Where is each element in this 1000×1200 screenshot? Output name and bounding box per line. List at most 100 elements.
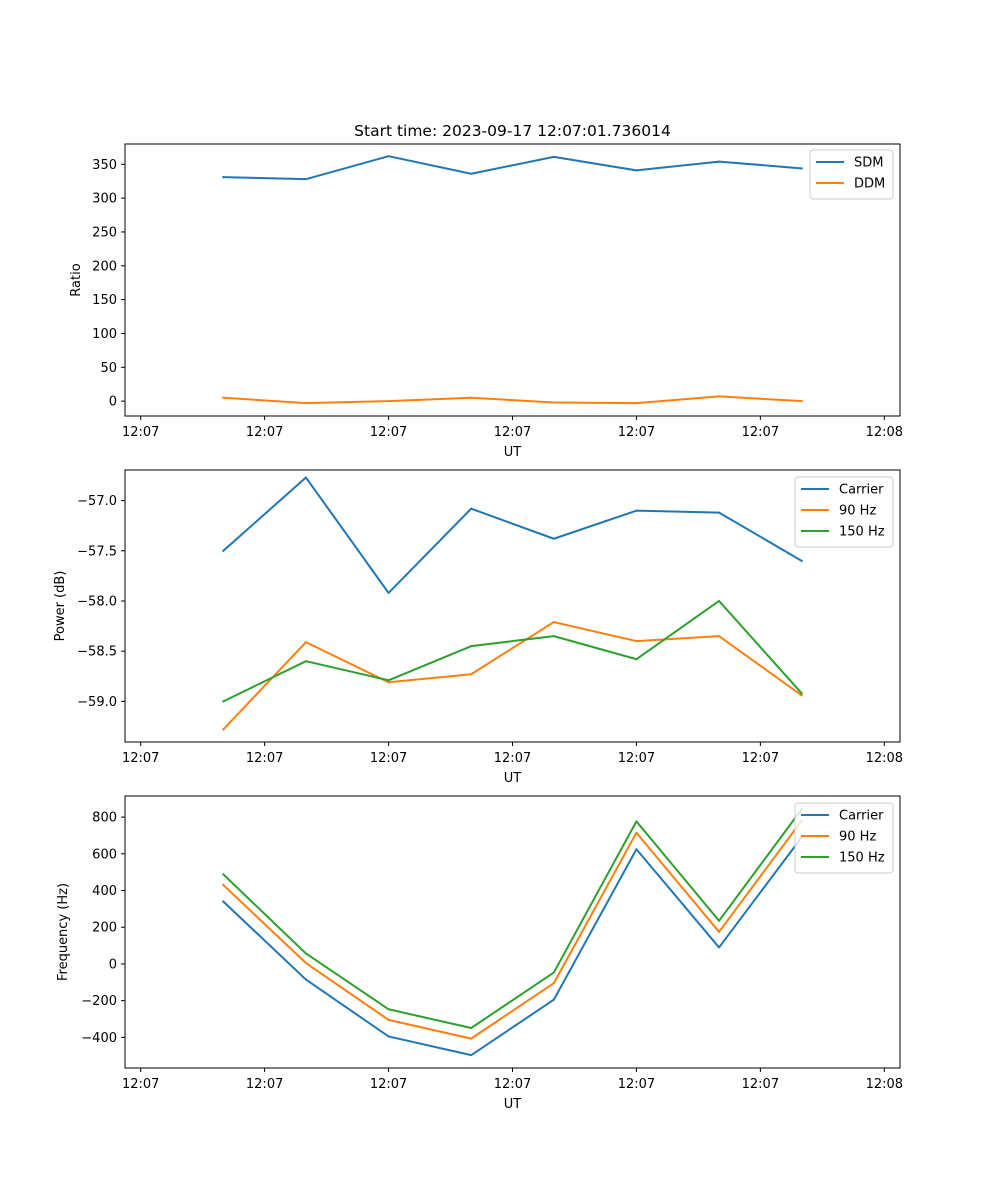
y-axis-label: Frequency (Hz) xyxy=(56,883,71,981)
data-point xyxy=(635,658,638,661)
x-tick-label: 12:07 xyxy=(370,1077,407,1092)
legend-label: Carrier xyxy=(839,809,884,824)
data-point xyxy=(552,155,555,158)
y-tick-label: 350 xyxy=(92,158,117,173)
x-tick-label: 12:07 xyxy=(494,425,531,440)
legend-label: SDM xyxy=(854,156,883,171)
y-tick-label: 200 xyxy=(92,921,117,936)
data-point xyxy=(635,831,638,834)
y-tick-label: −200 xyxy=(81,994,117,1009)
data-point xyxy=(470,645,473,648)
legend-box xyxy=(794,476,894,548)
y-tick-label: 0 xyxy=(109,957,117,972)
data-point xyxy=(387,155,390,158)
data-point xyxy=(304,952,307,955)
data-point xyxy=(304,178,307,181)
x-tick-label: 12:08 xyxy=(866,751,903,766)
series-line-90-hz xyxy=(221,819,804,1040)
data-point xyxy=(387,1018,390,1021)
x-tick-label: 12:07 xyxy=(618,1077,655,1092)
data-point xyxy=(800,694,803,697)
data-point xyxy=(304,660,307,663)
data-point xyxy=(387,400,390,403)
y-tick-label: 0 xyxy=(109,395,117,410)
data-point xyxy=(304,402,307,405)
data-point xyxy=(387,591,390,594)
data-point xyxy=(718,635,721,638)
y-tick-label: −57.0 xyxy=(77,494,117,509)
x-tick-label: 12:07 xyxy=(494,751,531,766)
legend-box xyxy=(794,802,894,874)
x-tick-label: 12:07 xyxy=(246,751,283,766)
legend-label: 150 Hz xyxy=(839,851,885,866)
x-tick-label: 12:07 xyxy=(370,751,407,766)
panel-frequency: 12:07 12:07 12:07 12:07 12:07 12:07 12:08 −400 −… xyxy=(56,795,903,1112)
data-point xyxy=(222,873,225,876)
x-tick-label: 12:07 xyxy=(742,425,779,440)
data-point xyxy=(800,559,803,562)
y-tick-label: 200 xyxy=(92,259,117,274)
data-point xyxy=(718,511,721,514)
panel-power: 12:07 12:07 12:07 12:07 12:07 12:07 12:08 −59.0… xyxy=(53,469,903,786)
data-point xyxy=(635,640,638,643)
series-line-carrier xyxy=(221,476,804,594)
data-point xyxy=(800,400,803,403)
data-point xyxy=(635,848,638,851)
legend-label: 150 Hz xyxy=(839,525,885,540)
legend-label: DDM xyxy=(854,177,885,192)
x-tick-label: 12:08 xyxy=(866,425,903,440)
x-tick-label: 12:07 xyxy=(742,751,779,766)
y-tick-label: 300 xyxy=(92,192,117,207)
ratio-legend: SDM DDM xyxy=(809,149,894,200)
legend-label: Carrier xyxy=(839,483,884,498)
data-point xyxy=(552,401,555,404)
series-line-90-hz xyxy=(221,621,804,731)
x-tick-label: 12:07 xyxy=(246,1077,283,1092)
y-tick-label: −59.0 xyxy=(77,695,117,710)
series-line-150-hz xyxy=(221,807,804,1029)
data-point xyxy=(222,728,225,731)
x-tick-label: 12:07 xyxy=(122,425,159,440)
legend-label: 90 Hz xyxy=(839,830,876,845)
x-tick-label: 12:08 xyxy=(866,1077,903,1092)
data-point xyxy=(304,476,307,479)
ratio-data-marks: 12:07 12:07 12:07 12:07 12:07 12:07 12:08 0 50 10… xyxy=(92,143,903,440)
power-data-marks: 12:07 12:07 12:07 12:07 12:07 12:07 12:08 −59.0… xyxy=(77,469,903,766)
x-axis-label: UT xyxy=(504,771,522,786)
x-tick-label: 12:07 xyxy=(742,1077,779,1092)
data-point xyxy=(470,1054,473,1057)
data-point xyxy=(552,537,555,540)
legend-label: 90 Hz xyxy=(839,504,876,519)
data-point xyxy=(470,1037,473,1040)
data-point xyxy=(552,998,555,1001)
x-tick-label: 12:07 xyxy=(370,425,407,440)
data-point xyxy=(387,681,390,684)
y-tick-label: 400 xyxy=(92,884,117,899)
y-axis-label: Ratio xyxy=(69,263,84,296)
data-point xyxy=(635,169,638,172)
data-point xyxy=(470,396,473,399)
y-tick-label: 50 xyxy=(100,361,117,376)
y-tick-label: 800 xyxy=(92,811,117,826)
x-axis-label: UT xyxy=(504,445,522,460)
data-point xyxy=(800,167,803,170)
y-tick-label: −58.0 xyxy=(77,594,117,609)
frequency-data-marks: 12:07 12:07 12:07 12:07 12:07 12:07 12:08 −400 −… xyxy=(81,795,903,1092)
data-point xyxy=(718,395,721,398)
data-point xyxy=(552,982,555,985)
series-line-150-hz xyxy=(221,599,804,703)
data-point xyxy=(387,1035,390,1038)
data-point xyxy=(635,509,638,512)
data-point xyxy=(222,700,225,703)
x-tick-label: 12:07 xyxy=(494,1077,531,1092)
x-tick-label: 12:07 xyxy=(122,751,159,766)
data-point xyxy=(718,930,721,933)
y-tick-label: −58.5 xyxy=(77,645,117,660)
data-point xyxy=(718,919,721,922)
data-point xyxy=(470,172,473,175)
data-point xyxy=(222,176,225,179)
data-point xyxy=(635,820,638,823)
series-line-carrier xyxy=(221,835,804,1057)
data-point xyxy=(718,599,721,602)
data-point xyxy=(470,1026,473,1029)
